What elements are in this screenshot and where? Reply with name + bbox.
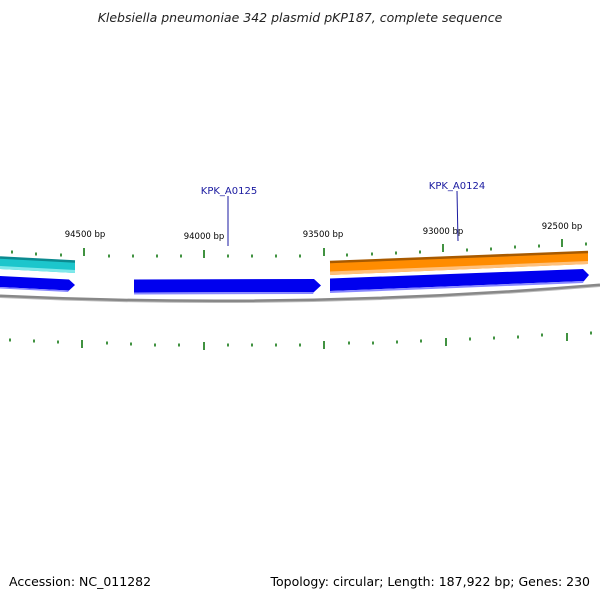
- scale-labels: 94500 bp 94000 bp 93500 bp 93000 bp 9250…: [65, 222, 583, 242]
- gene-label-kpk-a0124[interactable]: KPK_A0124: [429, 181, 485, 242]
- feature-orange[interactable]: [329, 250, 589, 275]
- tick-label-93000: 93000 bp: [423, 227, 464, 237]
- tick-label-94000: 94000 bp: [184, 232, 225, 242]
- tick-label-93500: 93500 bp: [303, 230, 344, 240]
- feature-cyan[interactable]: [0, 256, 76, 274]
- svg-text:KPK_A0124: KPK_A0124: [429, 181, 485, 192]
- svg-text:KPK_A0125: KPK_A0125: [201, 186, 257, 197]
- cds-arrow-left[interactable]: [0, 276, 75, 292]
- plasmid-backbone: [0, 283, 600, 303]
- map-title: Klebsiella pneumoniae 342 plasmid pKP187…: [98, 10, 503, 25]
- tick-label-92500: 92500 bp: [542, 222, 583, 232]
- outer-tick-marks: [11, 239, 587, 258]
- inner-tick-marks: [9, 331, 592, 350]
- cds-arrow-kpk-a0124[interactable]: [330, 269, 589, 293]
- gene-label-kpk-a0125[interactable]: KPK_A0125: [201, 186, 257, 246]
- summary-text: Topology: circular; Length: 187,922 bp; …: [270, 574, 591, 589]
- accession-text: Accession: NC_011282: [9, 574, 151, 589]
- cds-arrow-kpk-a0125[interactable]: [134, 279, 321, 295]
- tick-label-94500: 94500 bp: [65, 230, 106, 240]
